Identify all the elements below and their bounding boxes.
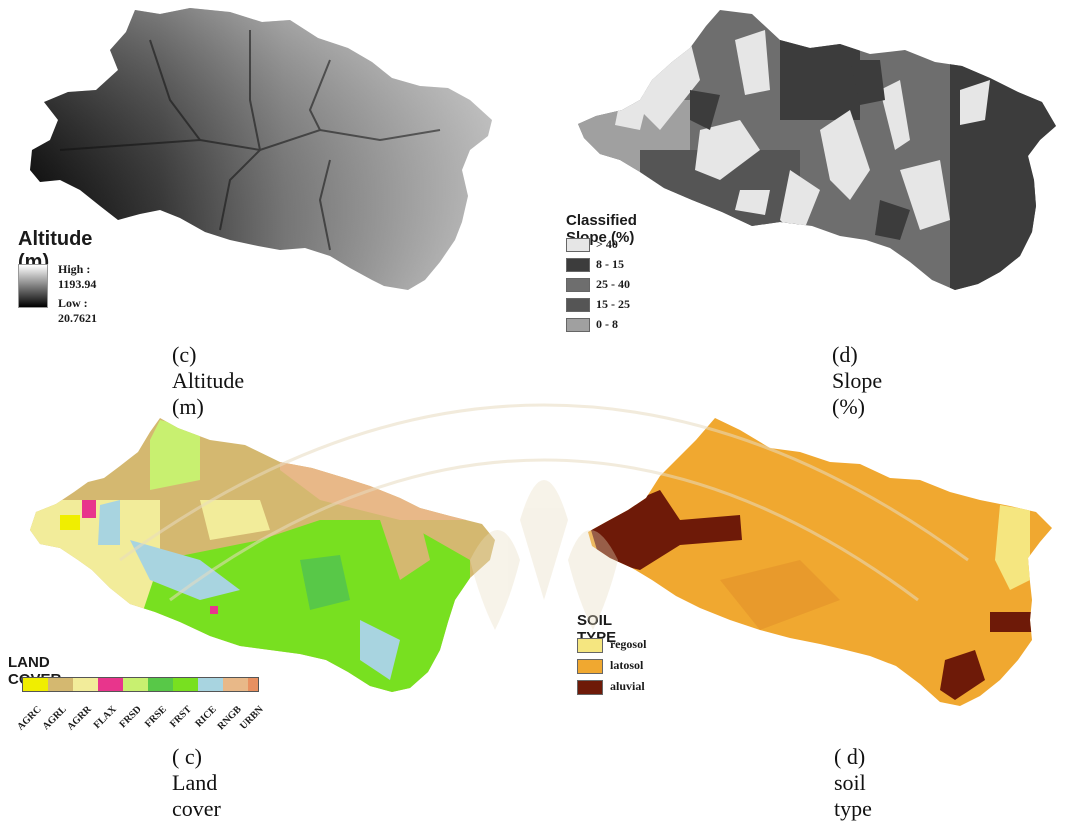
slope-swatch bbox=[566, 238, 590, 252]
soil-caption: ( d) soil type bbox=[834, 744, 872, 821]
landcover-swatch-agrl bbox=[48, 678, 73, 691]
soil-map bbox=[588, 418, 1052, 706]
landcover-swatch-frst bbox=[173, 678, 198, 691]
slope-swatch bbox=[566, 258, 590, 272]
slope-swatch bbox=[566, 318, 590, 332]
soil-classes bbox=[588, 418, 1052, 706]
slope-label: 15 - 25 bbox=[596, 297, 630, 311]
altitude-high-label: High : 1193.94 bbox=[58, 262, 97, 291]
soil-label: aluvial bbox=[610, 679, 645, 693]
soil-label: latosol bbox=[610, 658, 644, 672]
soil-swatch bbox=[577, 680, 603, 695]
slope-swatch bbox=[566, 298, 590, 312]
landcover-swatch-flax bbox=[98, 678, 123, 691]
landcover-swatch-urbn bbox=[248, 678, 258, 691]
slope-map bbox=[578, 10, 1056, 290]
landcover-swatch-agrc bbox=[23, 678, 48, 691]
slope-label: 25 - 40 bbox=[596, 277, 630, 291]
altitude-map bbox=[30, 8, 492, 290]
soil-swatch bbox=[577, 659, 603, 674]
soil-label: regosol bbox=[610, 637, 647, 651]
slope-swatch bbox=[566, 278, 590, 292]
landcover-swatch-rngb bbox=[223, 678, 248, 691]
slope-label: 8 - 15 bbox=[596, 257, 624, 271]
slope-label: 0 - 8 bbox=[596, 317, 618, 331]
soil-swatch bbox=[577, 638, 603, 653]
landcover-swatch-frse bbox=[148, 678, 173, 691]
slope-label: > 40 bbox=[596, 237, 618, 251]
landcover-swatch-rice bbox=[198, 678, 223, 691]
landcover-color-bar bbox=[22, 677, 259, 692]
altitude-low-label: Low : 20.7621 bbox=[58, 296, 97, 325]
landcover-swatch-frsd bbox=[123, 678, 148, 691]
landcover-swatch-agrr bbox=[73, 678, 98, 691]
altitude-color-ramp bbox=[18, 264, 48, 308]
